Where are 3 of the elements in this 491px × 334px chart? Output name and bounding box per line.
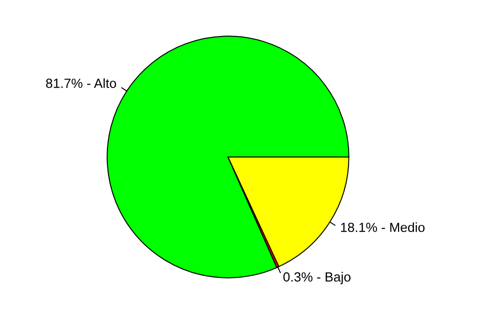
slice-label: 0.3% - Bajo xyxy=(283,272,350,284)
slice-label: 81.7% - Alto xyxy=(46,78,116,88)
slice-label: 18.1% - Medio xyxy=(341,222,425,232)
